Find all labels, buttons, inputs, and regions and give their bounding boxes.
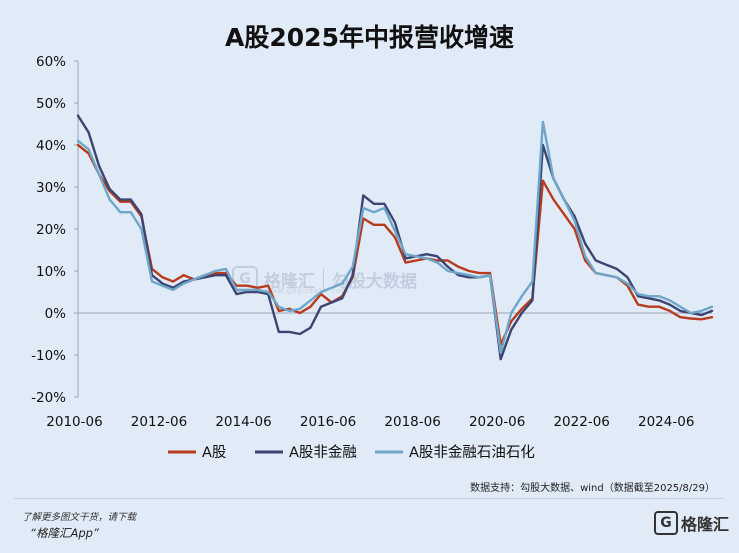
y-tick-label: 30% (36, 180, 66, 196)
chart-title: A股2025年中报营收增速 (225, 23, 514, 52)
y-tick-label: 50% (36, 96, 66, 112)
series-line-0 (76, 143, 714, 346)
x-tick-label: 2012-06 (131, 414, 187, 430)
y-axis-ticks: 60% 50% 40% 30% 20% 10% 0% -10% -20% (31, 54, 78, 406)
y-tick-label: 20% (36, 222, 66, 238)
legend-label: A股非金融石油石化 (409, 444, 535, 461)
legend-label: A股非金融 (289, 444, 357, 461)
x-tick-label: 2018-06 (384, 414, 440, 430)
watermark-url: www.gogudata.com (264, 287, 350, 295)
logo-name: 格隆汇 (680, 515, 729, 534)
watermark-separator (323, 268, 324, 290)
x-tick-label: 2024-06 (638, 414, 694, 430)
logo-icon: G (653, 511, 678, 535)
y-tick-label: 40% (36, 138, 66, 154)
source-note: 数据支持：勾股大数据、wind（数据截至2025/8/29） (470, 483, 715, 494)
footer-app-name: “格隆汇App” (30, 526, 99, 540)
series-lines (76, 114, 714, 361)
x-tick-label: 2014-06 (215, 414, 271, 430)
footer-download-hint: 了解更多图文干货，请下载 (22, 512, 137, 523)
x-tick-label: 2010-06 (46, 414, 102, 430)
y-tick-label: -20% (31, 390, 66, 406)
x-tick-label: 2020-06 (469, 414, 525, 430)
legend: A股 A股非金融 A股非金融石油石化 (168, 444, 535, 461)
watermark-brand-name: 格隆汇 (264, 271, 315, 292)
watermark: G 格隆汇 勾股大数据 www.gogudata.com (232, 266, 417, 295)
footer-logo: G 格隆汇 (653, 511, 729, 535)
x-tick-label: 2022-06 (553, 414, 609, 430)
footer-divider (14, 498, 725, 499)
legend-label: A股 (202, 445, 226, 461)
y-tick-label: 60% (36, 54, 66, 70)
y-tick-label: 10% (36, 264, 66, 280)
series-line-2 (76, 120, 714, 355)
y-tick-label: 0% (45, 306, 67, 322)
y-tick-label: -10% (31, 348, 66, 364)
series-line-1 (76, 114, 714, 361)
x-tick-label: 2016-06 (300, 414, 356, 430)
x-axis-ticks: 2010-06 2012-06 2014-06 2016-06 2018-06 2020-… (46, 414, 694, 430)
